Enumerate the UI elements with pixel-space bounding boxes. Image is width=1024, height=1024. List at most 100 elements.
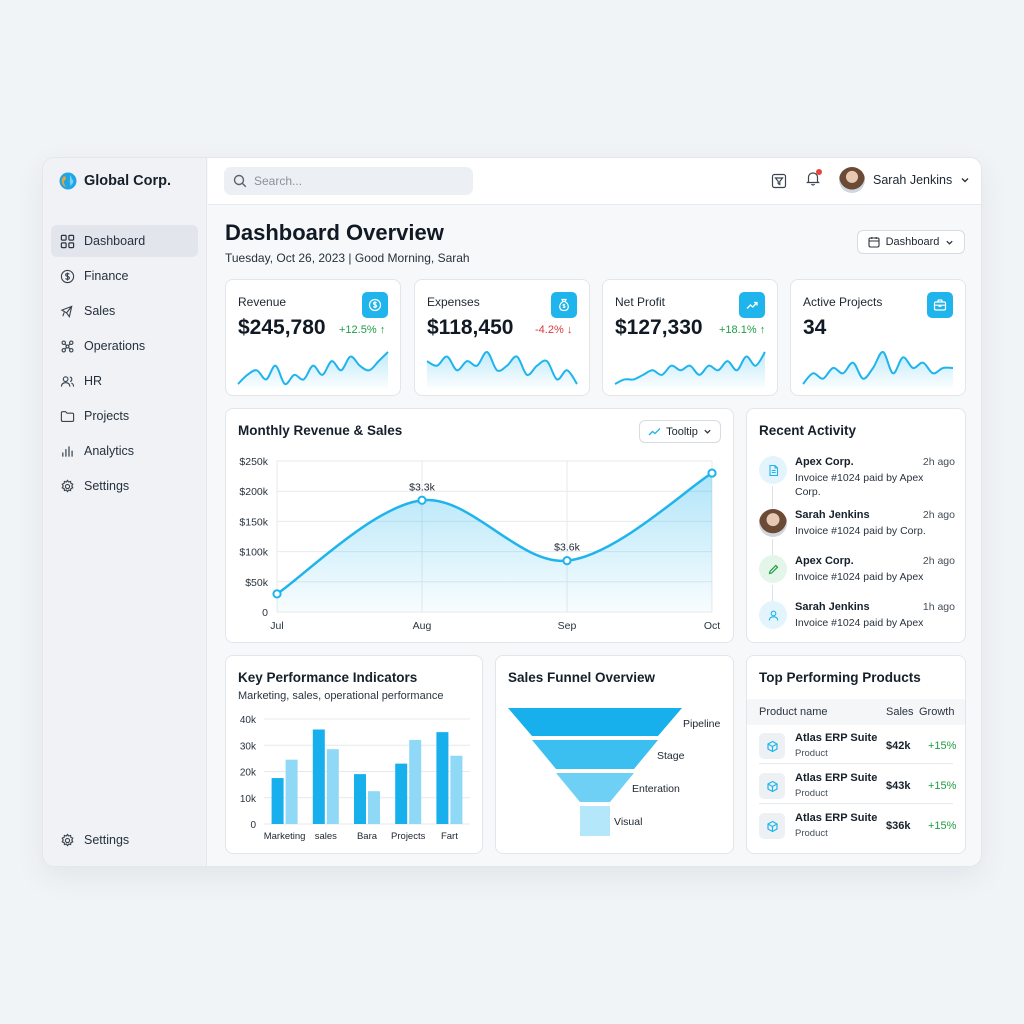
chevron-down-icon xyxy=(946,240,954,245)
activity-time: 2h ago xyxy=(922,456,955,468)
x-tick-label: Projects xyxy=(391,831,426,842)
bar xyxy=(450,755,463,824)
sidebar-bottom-settings[interactable]: Settings xyxy=(51,824,198,856)
document-icon xyxy=(768,464,778,476)
bell-icon xyxy=(806,172,820,186)
card-title: Recent Activity xyxy=(759,423,857,438)
cube-icon xyxy=(766,820,778,832)
sparkline-line xyxy=(802,351,954,385)
activity-item[interactable]: Sarah Jenkins 1h ago Invoice #1024 paid … xyxy=(759,601,955,631)
filter-box-icon[interactable] xyxy=(771,173,787,189)
data-point xyxy=(707,468,717,478)
bar xyxy=(271,778,284,824)
sidebar-item-label: Settings xyxy=(84,479,130,493)
arrow-up-icon: ↑ xyxy=(759,324,766,336)
activity-item[interactable]: Sarah Jenkins 2h ago Invoice #1024 paid … xyxy=(759,509,955,539)
top-products-card: Top Performing Products Product name Sal… xyxy=(746,655,966,854)
timeline-connector xyxy=(772,486,773,508)
sidebar-nav: Dashboard Finance Sales Operations HR Pr… xyxy=(51,225,198,505)
product-name: Atlas ERP Suite xyxy=(795,772,878,784)
activity-time: 1h ago xyxy=(922,601,955,613)
product-growth: +15% xyxy=(928,780,957,792)
kpi-card-revenue[interactable]: Revenue $245,780 +12.5% ↑ xyxy=(225,279,401,396)
app-window: Global Corp. Dashboard Finance Sales Ope… xyxy=(42,157,982,867)
table-row[interactable]: Atlas ERP Suite Product $36k +15% xyxy=(759,806,956,844)
user-menu[interactable]: Sarah Jenkins xyxy=(839,167,970,193)
kpi-card-active-projects[interactable]: Active Projects 34 xyxy=(790,279,966,396)
sidebar-item-label: Finance xyxy=(84,269,129,283)
funnel-stage-label: Enteration xyxy=(632,783,680,795)
table-header: Product name Sales Growth xyxy=(747,699,965,725)
megaphone-icon xyxy=(60,304,73,318)
table-row[interactable]: Atlas ERP Suite Product $42k +15% xyxy=(759,726,956,764)
activity-name: Apex Corp. xyxy=(795,456,854,468)
search-input[interactable] xyxy=(254,174,454,188)
sparkline-line xyxy=(426,351,578,385)
timeline-connector xyxy=(772,585,773,601)
avatar xyxy=(759,509,787,537)
activity-desc: Invoice #1024 paid by Apex xyxy=(795,571,924,583)
funnel-stage xyxy=(580,806,610,836)
x-tick-label: Aug xyxy=(413,620,432,632)
data-point xyxy=(417,495,427,505)
sidebar-item-analytics[interactable]: Analytics xyxy=(51,435,198,467)
sparkline-line xyxy=(237,351,389,386)
dollar-coin-icon xyxy=(368,298,382,312)
kpi-value: 34 xyxy=(803,316,827,339)
tooltip-toggle[interactable]: Tooltip xyxy=(639,420,721,443)
activity-item[interactable]: Apex Corp. 2h ago Invoice #1024 paid by … xyxy=(759,456,955,500)
sparkline-area xyxy=(238,352,388,388)
sparkline-area xyxy=(615,352,765,388)
activity-name: Sarah Jenkins xyxy=(795,601,870,613)
sidebar-item-dashboard[interactable]: Dashboard xyxy=(51,225,198,257)
sidebar-item-label: Projects xyxy=(84,409,130,423)
sidebar-item-sales[interactable]: Sales xyxy=(51,295,198,327)
table-row[interactable]: Atlas ERP Suite Product $43k +15% xyxy=(759,766,957,804)
notifications[interactable] xyxy=(805,169,822,191)
card-subtitle: Marketing, sales, operational performanc… xyxy=(238,690,444,702)
activity-icon xyxy=(759,456,787,484)
dashboard-select[interactable]: Dashboard xyxy=(857,230,965,254)
cube-icon xyxy=(766,780,778,792)
sidebar-item-finance[interactable]: Finance xyxy=(51,260,198,292)
sidebar-item-hr[interactable]: HR xyxy=(51,365,198,397)
sales-funnel-chart: Pipeline Stage Enteration Visual xyxy=(508,708,721,836)
main-content: Dashboard Overview Tuesday, Oct 26, 2023… xyxy=(208,206,981,866)
data-label: $3.6k xyxy=(554,542,580,554)
sidebar-item-projects[interactable]: Projects xyxy=(51,400,198,432)
data-label: $3.3k xyxy=(409,481,435,493)
bar xyxy=(285,759,298,824)
kpi-sparkline xyxy=(802,351,954,388)
folder-icon xyxy=(60,410,75,422)
funnel-stage-label: Visual xyxy=(614,816,642,828)
brand-name: Global Corp. xyxy=(84,173,171,189)
activity-item[interactable]: Apex Corp. 2h ago Invoice #1024 paid by … xyxy=(759,555,955,585)
x-tick-label: Oct xyxy=(704,620,720,632)
kpi-card-expenses[interactable]: Expenses $118,450 -4.2% ↓ xyxy=(414,279,590,396)
funnel-stage xyxy=(556,773,634,802)
kpi-badge xyxy=(551,292,577,318)
search-box[interactable] xyxy=(224,167,473,195)
activity-time: 2h ago xyxy=(922,555,955,567)
pencil-icon xyxy=(768,564,778,574)
card-title: Top Performing Products xyxy=(759,670,921,685)
revenue-line xyxy=(276,472,713,595)
x-tick-label: Jul xyxy=(270,620,283,632)
y-tick-label: 40k xyxy=(240,715,257,726)
sidebar-item-label: Operations xyxy=(84,339,146,353)
product-type: Product xyxy=(795,748,828,759)
brand[interactable]: Global Corp. xyxy=(59,172,171,190)
kpi-badge xyxy=(739,292,765,318)
kpi-card-net-profit[interactable]: Net Profit $127,330 +18.1% ↑ xyxy=(602,279,778,396)
bar xyxy=(354,774,366,824)
briefcase-icon xyxy=(933,299,947,311)
dollar-circle-icon xyxy=(60,269,75,283)
sidebar-item-settings[interactable]: Settings xyxy=(51,470,198,502)
funnel-stage-label: Pipeline xyxy=(683,718,721,730)
card-title: Key Performance Indicators xyxy=(238,670,418,685)
money-bag-icon xyxy=(559,298,569,312)
activity-time: 2h ago xyxy=(922,509,955,521)
y-tick-label: $150k xyxy=(239,516,268,528)
users-icon xyxy=(60,375,75,387)
sidebar-item-operations[interactable]: Operations xyxy=(51,330,198,362)
